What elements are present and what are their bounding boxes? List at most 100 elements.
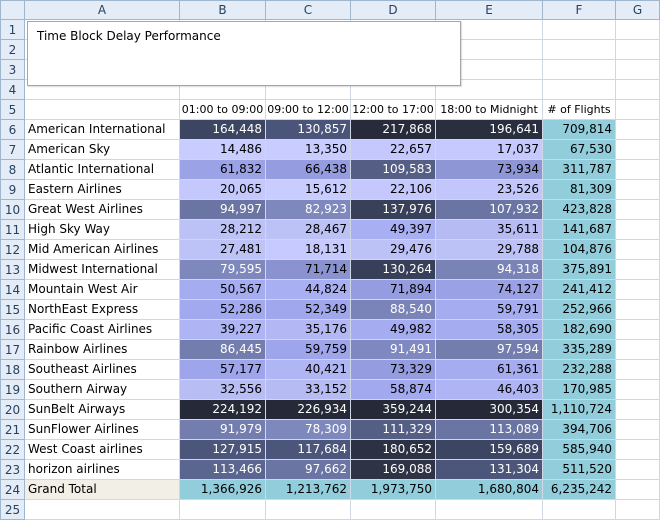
- delay-value-cell[interactable]: 29,476: [350, 239, 436, 260]
- column-label-cell[interactable]: 12:00 to 17:00: [350, 99, 436, 120]
- delay-value-cell[interactable]: 40,421: [265, 359, 351, 380]
- cell[interactable]: [542, 39, 616, 60]
- delay-value-cell[interactable]: 52,349: [265, 299, 351, 320]
- airline-name-cell[interactable]: Mid American Airlines: [24, 239, 180, 260]
- delay-value-cell[interactable]: 73,934: [435, 159, 543, 180]
- delay-value-cell[interactable]: 159,689: [435, 439, 543, 460]
- delay-value-cell[interactable]: 59,759: [265, 339, 351, 360]
- airline-name-cell[interactable]: SunFlower Airlines: [24, 419, 180, 440]
- cell[interactable]: [615, 379, 660, 400]
- flights-count-cell[interactable]: 335,289: [542, 339, 616, 360]
- row-header[interactable]: 9: [0, 179, 25, 200]
- delay-value-cell[interactable]: 22,106: [350, 179, 436, 200]
- airline-name-cell[interactable]: American Sky: [24, 139, 180, 160]
- flights-count-cell[interactable]: 104,876: [542, 239, 616, 260]
- cell[interactable]: [542, 19, 616, 40]
- airline-name-cell[interactable]: NorthEast Express: [24, 299, 180, 320]
- delay-value-cell[interactable]: 217,868: [350, 119, 436, 140]
- title-text-box[interactable]: Time Block Delay Performance: [27, 21, 461, 86]
- cell[interactable]: [615, 79, 660, 100]
- flights-count-cell[interactable]: 67,530: [542, 139, 616, 160]
- delay-value-cell[interactable]: 226,934: [265, 399, 351, 420]
- cell[interactable]: [615, 19, 660, 40]
- column-header-b[interactable]: B: [179, 0, 266, 20]
- column-label-cell[interactable]: 01:00 to 09:00: [179, 99, 266, 120]
- row-header[interactable]: 15: [0, 299, 25, 320]
- flights-count-cell[interactable]: 394,706: [542, 419, 616, 440]
- row-header[interactable]: 19: [0, 379, 25, 400]
- delay-value-cell[interactable]: 94,318: [435, 259, 543, 280]
- cell[interactable]: [615, 279, 660, 300]
- delay-value-cell[interactable]: 359,244: [350, 399, 436, 420]
- total-value-cell[interactable]: 1,680,804: [435, 479, 543, 500]
- column-header-d[interactable]: D: [350, 0, 436, 20]
- cell[interactable]: [24, 499, 180, 520]
- delay-value-cell[interactable]: 164,448: [179, 119, 266, 140]
- row-header[interactable]: 23: [0, 459, 25, 480]
- cell[interactable]: [350, 499, 436, 520]
- airline-name-cell[interactable]: Southeast Airlines: [24, 359, 180, 380]
- cell[interactable]: [615, 239, 660, 260]
- row-header[interactable]: 10: [0, 199, 25, 220]
- delay-value-cell[interactable]: 113,089: [435, 419, 543, 440]
- column-header-c[interactable]: C: [265, 0, 351, 20]
- delay-value-cell[interactable]: 137,976: [350, 199, 436, 220]
- delay-value-cell[interactable]: 59,791: [435, 299, 543, 320]
- delay-value-cell[interactable]: 61,361: [435, 359, 543, 380]
- delay-value-cell[interactable]: 131,304: [435, 459, 543, 480]
- row-header[interactable]: 20: [0, 399, 25, 420]
- flights-count-cell[interactable]: 585,940: [542, 439, 616, 460]
- row-header[interactable]: 5: [0, 99, 25, 120]
- cell[interactable]: [615, 99, 660, 120]
- delay-value-cell[interactable]: 113,466: [179, 459, 266, 480]
- row-header[interactable]: 3: [0, 59, 25, 80]
- column-label-cell[interactable]: # of Flights: [542, 99, 616, 120]
- cell[interactable]: [265, 499, 351, 520]
- delay-value-cell[interactable]: 28,467: [265, 219, 351, 240]
- cell[interactable]: [542, 79, 616, 100]
- delay-value-cell[interactable]: 130,264: [350, 259, 436, 280]
- row-header[interactable]: 22: [0, 439, 25, 460]
- cell[interactable]: [615, 459, 660, 480]
- airline-name-cell[interactable]: Pacific Coast Airlines: [24, 319, 180, 340]
- airline-name-cell[interactable]: SunBelt Airways: [24, 399, 180, 420]
- flights-count-cell[interactable]: 311,787: [542, 159, 616, 180]
- cell[interactable]: [24, 99, 180, 120]
- row-header[interactable]: 8: [0, 159, 25, 180]
- delay-value-cell[interactable]: 35,611: [435, 219, 543, 240]
- column-header-f[interactable]: F: [542, 0, 616, 20]
- delay-value-cell[interactable]: 300,354: [435, 399, 543, 420]
- select-all-corner[interactable]: [0, 0, 25, 20]
- row-header[interactable]: 7: [0, 139, 25, 160]
- delay-value-cell[interactable]: 49,397: [350, 219, 436, 240]
- delay-value-cell[interactable]: 130,857: [265, 119, 351, 140]
- row-header[interactable]: 2: [0, 39, 25, 60]
- flights-count-cell[interactable]: 423,828: [542, 199, 616, 220]
- delay-value-cell[interactable]: 27,481: [179, 239, 266, 260]
- delay-value-cell[interactable]: 49,982: [350, 319, 436, 340]
- cell[interactable]: [615, 219, 660, 240]
- delay-value-cell[interactable]: 196,641: [435, 119, 543, 140]
- cell[interactable]: [615, 399, 660, 420]
- row-header[interactable]: 6: [0, 119, 25, 140]
- total-value-cell[interactable]: 1,213,762: [265, 479, 351, 500]
- cell[interactable]: [615, 419, 660, 440]
- row-header[interactable]: 25: [0, 499, 25, 520]
- grand-total-label[interactable]: Grand Total: [24, 479, 180, 500]
- delay-value-cell[interactable]: 22,657: [350, 139, 436, 160]
- flights-count-cell[interactable]: 141,687: [542, 219, 616, 240]
- airline-name-cell[interactable]: American International: [24, 119, 180, 140]
- row-header[interactable]: 12: [0, 239, 25, 260]
- delay-value-cell[interactable]: 127,915: [179, 439, 266, 460]
- column-header-a[interactable]: A: [24, 0, 180, 20]
- flights-count-cell[interactable]: 375,891: [542, 259, 616, 280]
- delay-value-cell[interactable]: 74,127: [435, 279, 543, 300]
- airline-name-cell[interactable]: Mountain West Air: [24, 279, 180, 300]
- delay-value-cell[interactable]: 13,350: [265, 139, 351, 160]
- delay-value-cell[interactable]: 97,594: [435, 339, 543, 360]
- cell[interactable]: [435, 499, 543, 520]
- airline-name-cell[interactable]: Eastern Airlines: [24, 179, 180, 200]
- delay-value-cell[interactable]: 86,445: [179, 339, 266, 360]
- airline-name-cell[interactable]: West Coast airlines: [24, 439, 180, 460]
- delay-value-cell[interactable]: 88,540: [350, 299, 436, 320]
